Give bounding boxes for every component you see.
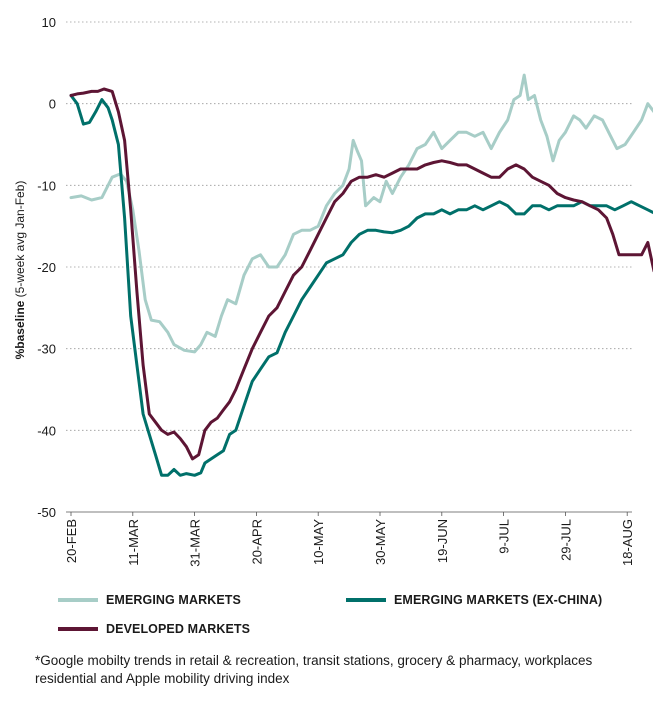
x-tick-label: 9-JUL bbox=[497, 519, 512, 554]
x-tick-label: 11-MAR bbox=[126, 519, 141, 566]
x-tick-label: 20-APR bbox=[249, 519, 264, 565]
footnote: *Google mobilty trends in retail & recre… bbox=[35, 653, 593, 686]
y-axis-title: %baseline (5-week avg Jan-Feb) bbox=[13, 181, 27, 360]
x-tick-label: 18-AUG bbox=[620, 519, 635, 566]
y-tick-label: -10 bbox=[37, 178, 56, 193]
legend-swatch-emerging-markets-ex-china bbox=[346, 598, 386, 602]
legend-item-emerging-markets: EMERGING MARKETS bbox=[58, 593, 241, 607]
x-tick-label: 19-JUN bbox=[435, 519, 450, 563]
legend-swatch-emerging-markets bbox=[58, 598, 98, 602]
line-chart: 100-10-20-30-40-50 20-FEB 11-MAR 31-MAR 20-… bbox=[13, 15, 653, 567]
legend-label-emerging-markets-ex-china: EMERGING MARKETS (EX-CHINA) bbox=[394, 593, 603, 607]
series-line-developed-markets bbox=[69, 87, 653, 461]
y-axis-title-rest: (5-week avg Jan-Feb) bbox=[13, 181, 27, 301]
series-lines bbox=[69, 73, 653, 477]
x-tick-label: 10-MAY bbox=[311, 519, 326, 565]
x-tick-label: 20-FEB bbox=[64, 519, 79, 563]
y-tick-label: -50 bbox=[37, 505, 56, 520]
y-tick-label: -20 bbox=[37, 260, 56, 275]
x-tick-label: 30-MAY bbox=[373, 519, 388, 565]
legend-swatch-developed-markets bbox=[58, 627, 98, 631]
y-tick-label: 10 bbox=[42, 15, 56, 30]
y-axis-ticks: 10 0 -10 -20 -30 -40 -50 bbox=[37, 15, 56, 520]
legend-item-developed-markets: DEVELOPED MARKETS bbox=[58, 622, 250, 636]
series-line-emerging-markets bbox=[69, 73, 653, 354]
legend-label-emerging-markets: EMERGING MARKETS bbox=[106, 593, 241, 607]
series-line-emerging-markets-ex-china bbox=[69, 94, 653, 477]
y-tick-label: 0 bbox=[49, 97, 56, 112]
x-axis: 20-FEB 11-MAR 31-MAR 20-APR 10-MAY 30-MAY 19-J… bbox=[64, 511, 635, 567]
x-tick-label: 29-JUL bbox=[558, 519, 573, 561]
y-tick-label: -40 bbox=[37, 423, 56, 438]
y-tick-label: -30 bbox=[37, 342, 56, 357]
legend-label-developed-markets: DEVELOPED MARKETS bbox=[106, 622, 251, 636]
gridlines bbox=[66, 21, 632, 431]
legend-item-emerging-markets-ex-china: EMERGING MARKETS (EX-CHINA) bbox=[346, 593, 602, 607]
y-axis-title-bold: %baseline bbox=[13, 300, 27, 359]
x-tick-label: 31-MAR bbox=[188, 519, 203, 567]
